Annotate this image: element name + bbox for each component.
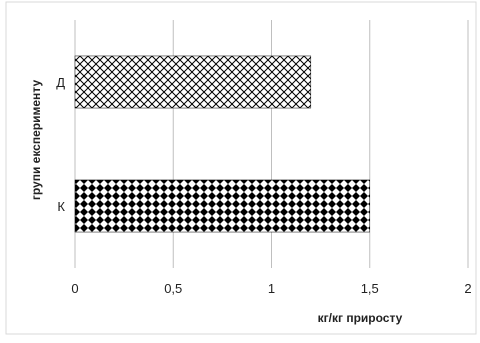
x-axis-label: кг/кг приросту — [318, 311, 403, 325]
category-label: К — [57, 199, 65, 214]
category-label: Д — [56, 75, 65, 90]
bar-d — [74, 55, 312, 109]
x-tick-label: 0,5 — [164, 281, 182, 296]
y-axis-categories: КД — [56, 75, 65, 214]
x-tick-label: 1 — [268, 281, 275, 296]
x-tick-label: 0 — [71, 281, 78, 296]
bar-k — [74, 179, 370, 233]
bars — [74, 55, 370, 233]
x-axis-ticks: 0 0,5 1 1,5 2 — [71, 281, 471, 296]
y-axis-label: групи експерименту — [29, 80, 43, 201]
x-tick-label: 1,5 — [361, 281, 379, 296]
x-tick-label: 2 — [464, 281, 471, 296]
